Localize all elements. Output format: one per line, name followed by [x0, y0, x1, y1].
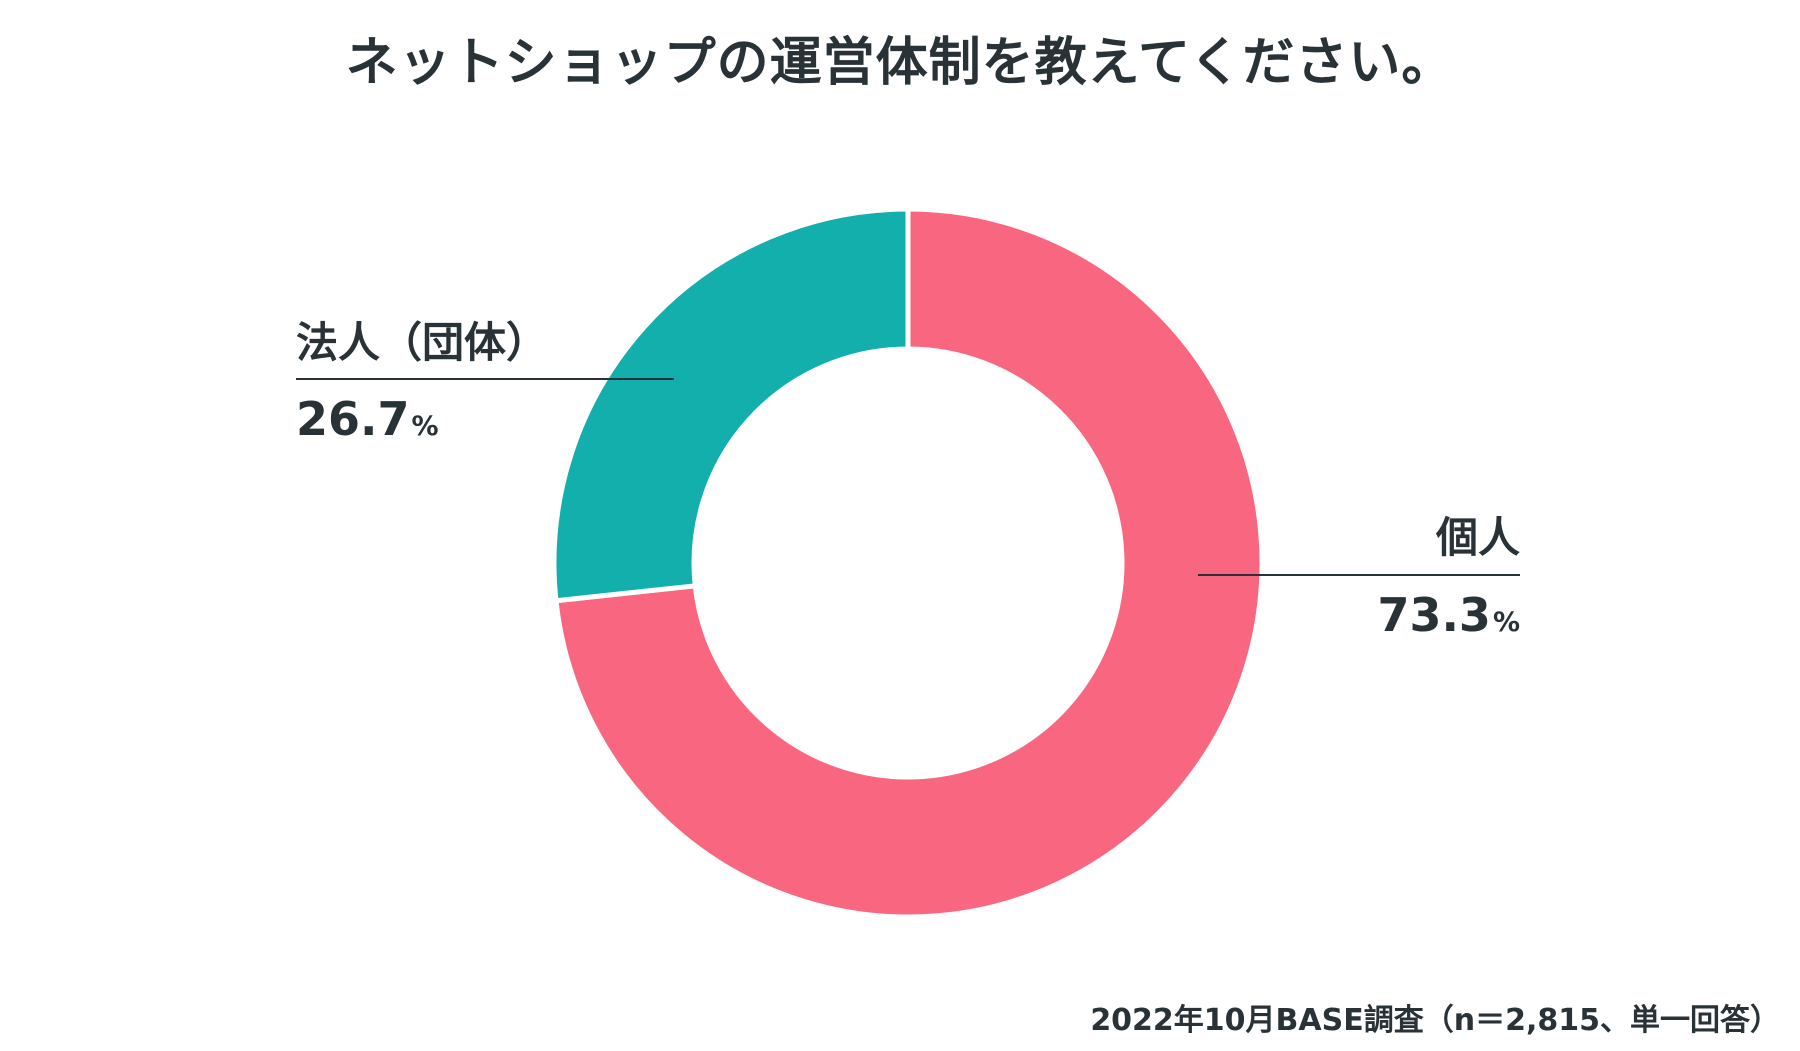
footnote: 2022年10月BASE調査（n＝2,815、単一回答） [1090, 1003, 1780, 1038]
value-number: 73.3 [1377, 588, 1491, 642]
slice-value-corporate: 26.7% [296, 392, 439, 454]
slice-label-individual: 個人 [1435, 513, 1520, 562]
donut-slice-0 [553, 206, 1265, 920]
slice-label-corporate: 法人（団体） [296, 318, 549, 367]
donut-slice-1 [551, 206, 911, 604]
percent-sign: % [1492, 607, 1520, 638]
value-number: 26.7 [296, 392, 410, 446]
percent-sign: % [411, 411, 439, 442]
leader-line-corporate [296, 378, 674, 380]
slice-value-individual: 73.3% [1377, 588, 1520, 650]
chart-title: ネットショップの運営体制を教えてください。 [345, 33, 1455, 93]
leader-line-individual [1198, 574, 1520, 576]
